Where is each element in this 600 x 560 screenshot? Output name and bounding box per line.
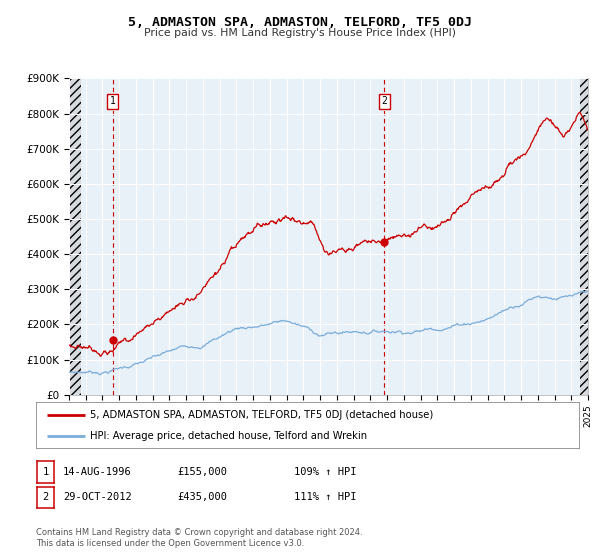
- Text: 1: 1: [110, 96, 116, 106]
- Text: HPI: Average price, detached house, Telford and Wrekin: HPI: Average price, detached house, Telf…: [91, 431, 367, 441]
- Text: 2: 2: [43, 492, 49, 502]
- Text: 109% ↑ HPI: 109% ↑ HPI: [294, 467, 356, 477]
- Text: 5, ADMASTON SPA, ADMASTON, TELFORD, TF5 0DJ: 5, ADMASTON SPA, ADMASTON, TELFORD, TF5 …: [128, 16, 472, 29]
- Text: 111% ↑ HPI: 111% ↑ HPI: [294, 492, 356, 502]
- Text: £435,000: £435,000: [177, 492, 227, 502]
- Text: 29-OCT-2012: 29-OCT-2012: [63, 492, 132, 502]
- Text: Contains HM Land Registry data © Crown copyright and database right 2024.: Contains HM Land Registry data © Crown c…: [36, 528, 362, 536]
- Text: £155,000: £155,000: [177, 467, 227, 477]
- Text: 2: 2: [382, 96, 387, 106]
- Text: 1: 1: [43, 467, 49, 477]
- Text: 5, ADMASTON SPA, ADMASTON, TELFORD, TF5 0DJ (detached house): 5, ADMASTON SPA, ADMASTON, TELFORD, TF5 …: [91, 410, 434, 420]
- Text: This data is licensed under the Open Government Licence v3.0.: This data is licensed under the Open Gov…: [36, 539, 304, 548]
- Text: Price paid vs. HM Land Registry's House Price Index (HPI): Price paid vs. HM Land Registry's House …: [144, 28, 456, 38]
- Text: 14-AUG-1996: 14-AUG-1996: [63, 467, 132, 477]
